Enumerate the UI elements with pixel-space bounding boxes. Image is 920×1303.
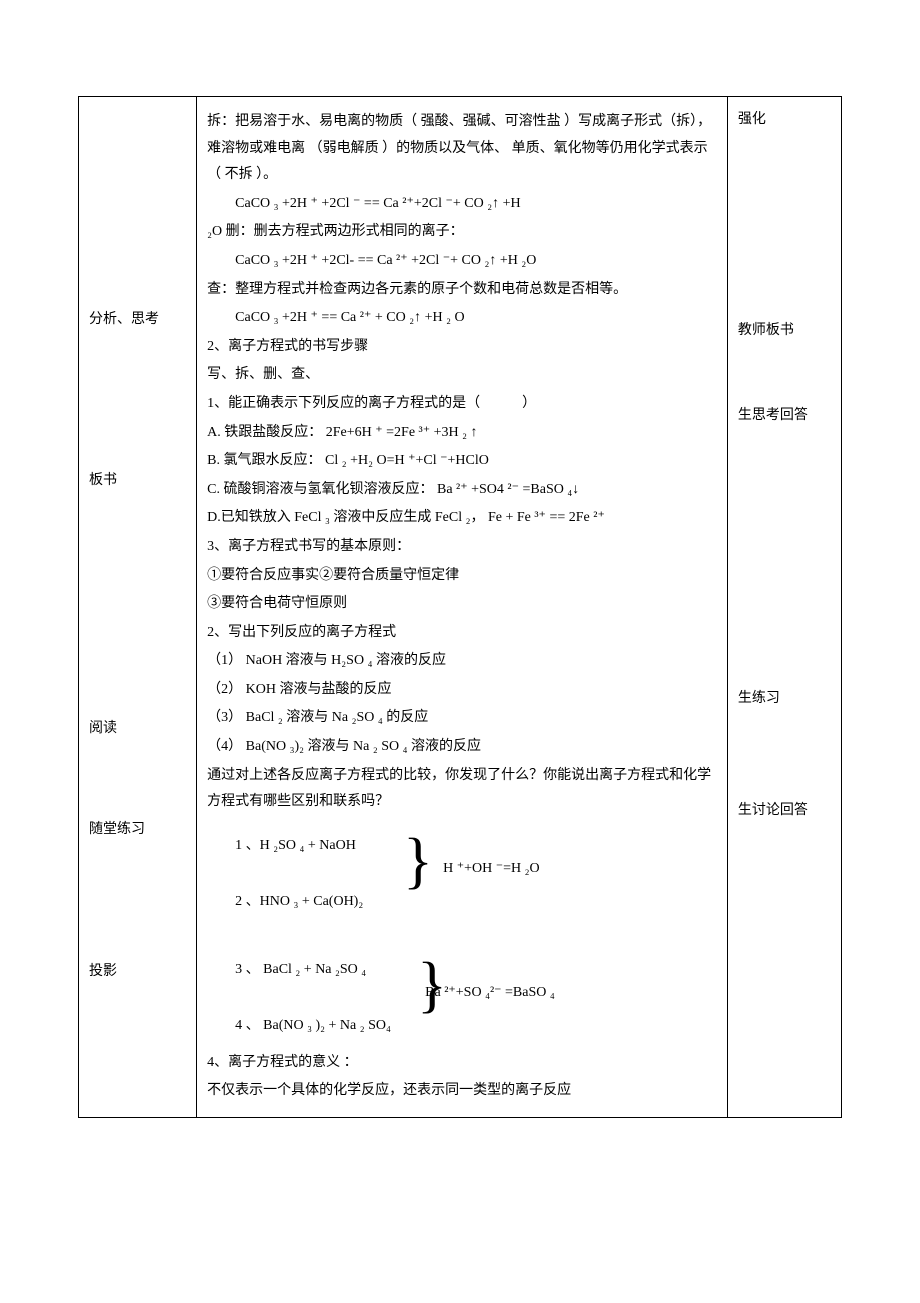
para-optB: B. 氯气跟水反应： Cl ₂ +H₂ O=H ⁺+Cl ⁻+HClO bbox=[207, 448, 713, 475]
left-label-project: 投影 bbox=[89, 959, 190, 986]
eq-2: CaCO ₃ +2H ⁺ +2Cl- == Ca ²⁺ +2Cl ⁻+ CO ₂… bbox=[207, 248, 713, 275]
left-label-analyze: 分析、思考 bbox=[89, 307, 190, 334]
eq-3: CaCO ₃ +2H ⁺ == Ca ²⁺ + CO ₂↑ +H ₂ O bbox=[207, 305, 713, 332]
para-optA: A. 铁跟盐酸反应： 2Fe+6H ⁺ =2Fe ³⁺ +3H ₂ ↑ bbox=[207, 420, 713, 447]
right-teacher-board: 教师板书 bbox=[738, 318, 835, 345]
lesson-table: 分析、思考 板书 阅读 随堂练习 投影 拆：把易溶于水、易电离的物质（ 强酸、强… bbox=[78, 96, 842, 1118]
left-column: 分析、思考 板书 阅读 随堂练习 投影 bbox=[79, 97, 197, 1118]
para-q2: 2、写出下列反应的离子方程式 bbox=[207, 620, 713, 647]
g1-b: 2 、HNO ₃ + Ca(OH)₂ bbox=[235, 882, 363, 921]
para-steps-h: 2、离子方程式的书写步骤 bbox=[207, 334, 713, 361]
para-q2-2: （2） KOH 溶液与盐酸的反应 bbox=[207, 677, 713, 704]
para-principles-2: ③要符合电荷守恒原则 bbox=[207, 591, 713, 618]
para-chai: 拆：把易溶于水、易电离的物质（ 强酸、强碱、可溶性盐 ）写成离子形式（拆），难溶… bbox=[207, 109, 713, 189]
left-label-practice: 随堂练习 bbox=[89, 817, 190, 844]
brace-group-1: 1 、H ₂SO ₄ + NaOH 2 、HNO ₃ + Ca(OH)₂ } H… bbox=[207, 822, 713, 914]
para-principles-1: ①要符合反应事实②要符合质量守恒定律 bbox=[207, 563, 713, 590]
para-principles-h: 3、离子方程式书写的基本原则： bbox=[207, 534, 713, 561]
eq-1b: ₂O 删：删去方程式两边形式相同的离子： bbox=[207, 219, 713, 246]
middle-column: 拆：把易溶于水、易电离的物质（ 强酸、强碱、可溶性盐 ）写成离子形式（拆），难溶… bbox=[197, 97, 728, 1118]
para-q2-1: （1） NaOH 溶液与 H₂SO ₄ 溶液的反应 bbox=[207, 648, 713, 675]
right-column: 强化 教师板书 生思考回答 生练习 生讨论回答 bbox=[727, 97, 841, 1118]
g1-result: H ⁺+OH ⁻=H ₂O bbox=[443, 856, 540, 883]
left-label-board: 板书 bbox=[89, 468, 190, 495]
g2-a: 3 、 BaCl ₂ + Na ₂SO ₄ bbox=[235, 950, 366, 989]
page: 分析、思考 板书 阅读 随堂练习 投影 拆：把易溶于水、易电离的物质（ 强酸、强… bbox=[0, 0, 920, 1303]
g2-b: 4 、 Ba(NO ₃ )₂ + Na ₂ SO₄ bbox=[235, 1006, 391, 1045]
eq-1a: CaCO ₃ +2H ⁺ +2Cl ⁻ == Ca ²⁺+2Cl ⁻+ CO ₂… bbox=[207, 191, 713, 218]
para-cha: 查：整理方程式并检查两边各元素的原子个数和电荷总数是否相等。 bbox=[207, 277, 713, 304]
para-meaning-h: 4、离子方程式的意义 ： bbox=[207, 1050, 713, 1077]
left-label-read: 阅读 bbox=[89, 716, 190, 743]
right-student-think: 生思考回答 bbox=[738, 403, 835, 430]
right-student-practice: 生练习 bbox=[738, 686, 835, 713]
para-optD: D.已知铁放入 FeCl ₃ 溶液中反应生成 FeCl ₂， Fe + Fe ³… bbox=[207, 505, 713, 532]
right-reinforce: 强化 bbox=[738, 107, 835, 134]
para-q2-4: （4） Ba(NO ₃)₂ 溶液与 Na ₂ SO ₄ 溶液的反应 bbox=[207, 734, 713, 761]
g1-a: 1 、H ₂SO ₄ + NaOH bbox=[235, 826, 356, 865]
brace-icon: } bbox=[403, 830, 433, 892]
right-student-discuss: 生讨论回答 bbox=[738, 798, 835, 825]
para-meaning: 不仅表示一个具体的化学反应，还表示同一类型的离子反应 bbox=[207, 1078, 713, 1105]
para-q1: 1、能正确表示下列反应的离子方程式的是（ ） bbox=[207, 391, 713, 418]
brace-group-2: 3 、 BaCl ₂ + Na ₂SO ₄ 4 、 Ba(NO ₃ )₂ + N… bbox=[207, 946, 713, 1038]
para-q2-3: （3） BaCl ₂ 溶液与 Na ₂SO ₄ 的反应 bbox=[207, 705, 713, 732]
para-compare: 通过对上述各反应离子方程式的比较，你发现了什么？你能说出离子方程式和化学方程式有… bbox=[207, 763, 713, 816]
g2-result: Ba ²⁺+SO ₄²⁻ =BaSO ₄ bbox=[425, 980, 555, 1007]
para-optC: C. 硫酸铜溶液与氢氧化钡溶液反应： Ba ²⁺ +SO4 ²⁻ =BaSO ₄… bbox=[207, 477, 713, 504]
para-steps: 写、拆、删、查、 bbox=[207, 362, 713, 389]
